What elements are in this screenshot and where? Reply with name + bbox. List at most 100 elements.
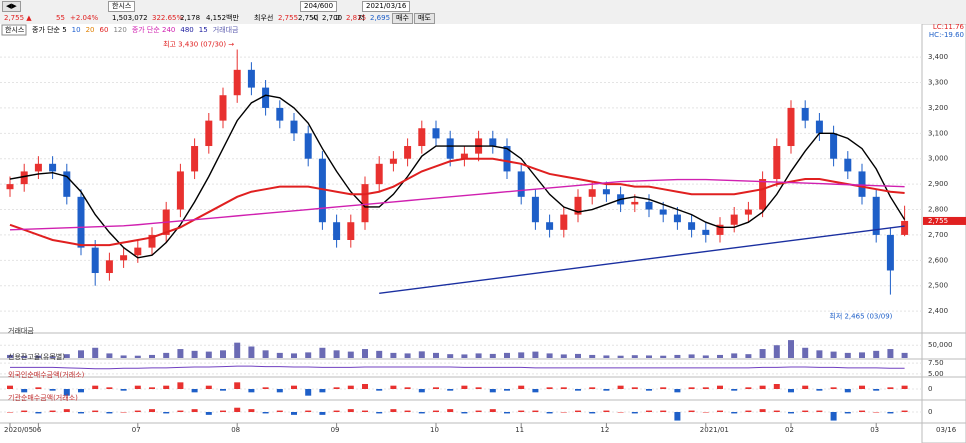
y-tick-label: 0 <box>928 385 932 393</box>
bar <box>830 412 837 421</box>
candle-body <box>801 107 809 121</box>
bar <box>688 354 695 358</box>
candle-body <box>361 184 369 223</box>
bar <box>404 387 411 389</box>
page-count: 204/600 <box>300 1 338 12</box>
stock-name[interactable]: 한시스 <box>108 1 136 12</box>
bar <box>901 385 908 389</box>
date-field[interactable]: 2021/03/16 <box>362 1 411 12</box>
bar <box>63 354 70 358</box>
candle-body <box>276 107 284 121</box>
bar <box>461 412 468 414</box>
quote-field: 2,178 <box>180 14 201 22</box>
candle-body <box>659 209 667 215</box>
bar <box>447 354 454 358</box>
bar <box>631 387 638 389</box>
bar <box>617 385 624 389</box>
candle-body <box>418 128 426 147</box>
candle-body <box>176 171 184 210</box>
bar <box>220 410 226 412</box>
corner-label: HC:-19.60 <box>929 31 964 39</box>
bar <box>631 412 638 414</box>
candle-body <box>318 158 326 223</box>
bar <box>319 412 326 415</box>
bar <box>475 387 482 389</box>
bar <box>149 409 155 412</box>
bar <box>901 410 908 412</box>
bar <box>631 355 638 358</box>
bar <box>205 351 212 358</box>
candle-body <box>588 189 596 197</box>
panel-title: 기관순매수금액(거래소) <box>8 393 78 402</box>
bar <box>717 410 723 412</box>
y-tick-label: 5.00 <box>928 370 944 378</box>
bar <box>362 410 368 412</box>
quote-field: 2,750 <box>298 14 319 22</box>
bar <box>901 352 908 358</box>
bar <box>759 409 766 412</box>
candle-body <box>844 158 852 172</box>
bar <box>646 410 652 412</box>
moving-average <box>9 178 905 231</box>
bar <box>646 389 652 391</box>
y-tick-label: 3,000 <box>928 155 948 163</box>
moving-average <box>9 94 906 259</box>
bar <box>433 352 439 358</box>
bar <box>234 382 241 389</box>
quote-field: 시 <box>312 14 319 22</box>
bar <box>78 350 84 358</box>
bar <box>702 387 709 389</box>
bar <box>532 410 539 412</box>
candle-body <box>262 87 270 108</box>
bar <box>404 353 411 358</box>
order-button[interactable]: 매도 <box>414 13 435 24</box>
x-tick-label: 07 <box>132 426 141 434</box>
bar <box>120 412 127 413</box>
quote-bar: 2,755 ▲ 55 +2.04% 1,503,072 322.65% 2,178 4,15… <box>0 12 966 25</box>
bar <box>461 354 468 358</box>
candle-body <box>347 222 355 240</box>
bar <box>92 385 99 389</box>
candle-body <box>460 153 468 159</box>
bar <box>717 354 723 358</box>
bar <box>248 346 255 358</box>
bar <box>816 410 823 412</box>
bar <box>35 412 42 414</box>
bar <box>575 353 581 358</box>
bar <box>788 340 794 358</box>
bar <box>731 389 738 391</box>
order-button[interactable]: 매수 <box>392 13 413 24</box>
bar <box>276 410 283 412</box>
bar <box>291 353 297 358</box>
last-date-label: 03/16 <box>936 426 957 434</box>
bar <box>205 385 212 389</box>
bar <box>7 412 13 413</box>
bar <box>887 349 894 358</box>
candle-body <box>247 69 255 88</box>
bar <box>305 389 312 396</box>
bar <box>518 385 525 389</box>
bar <box>376 389 383 391</box>
bar <box>489 409 496 412</box>
candle-body <box>63 171 71 197</box>
nav-button[interactable]: ◀▶ <box>2 1 21 12</box>
bar <box>120 389 127 391</box>
bar <box>688 410 695 412</box>
bar <box>589 354 596 358</box>
bar <box>504 389 510 391</box>
candle-body <box>631 201 639 205</box>
bar <box>319 347 326 358</box>
candle-body <box>901 220 909 235</box>
axis-panel <box>921 24 966 443</box>
panel-title: 거래대금 <box>8 326 34 335</box>
candle-body <box>77 196 85 248</box>
bar <box>21 389 28 393</box>
bar <box>92 347 99 358</box>
bar <box>674 412 681 421</box>
bar <box>773 384 780 389</box>
candle-body <box>375 163 383 185</box>
moving-average <box>9 157 905 247</box>
bar <box>560 354 567 358</box>
bar <box>731 412 738 414</box>
bar <box>390 352 397 358</box>
